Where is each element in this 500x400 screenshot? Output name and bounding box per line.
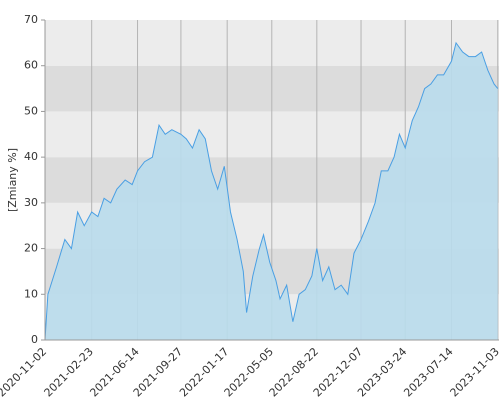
y-axis-label: [Zmiany %] bbox=[6, 148, 19, 212]
area bbox=[45, 42, 498, 341]
y-tick-label: 70 bbox=[24, 13, 38, 26]
y-tick-label: 0 bbox=[31, 333, 38, 346]
y-tick-label: 50 bbox=[24, 104, 38, 117]
y-tick-label: 10 bbox=[24, 287, 38, 300]
y-tick-label: 40 bbox=[24, 150, 38, 163]
y-tick-label: 30 bbox=[24, 196, 38, 209]
x-tick-label: 2023-11-03 bbox=[448, 345, 500, 399]
y-tick-label: 60 bbox=[24, 59, 38, 72]
y-tick-label: 20 bbox=[24, 242, 38, 255]
line bbox=[44, 41, 499, 341]
